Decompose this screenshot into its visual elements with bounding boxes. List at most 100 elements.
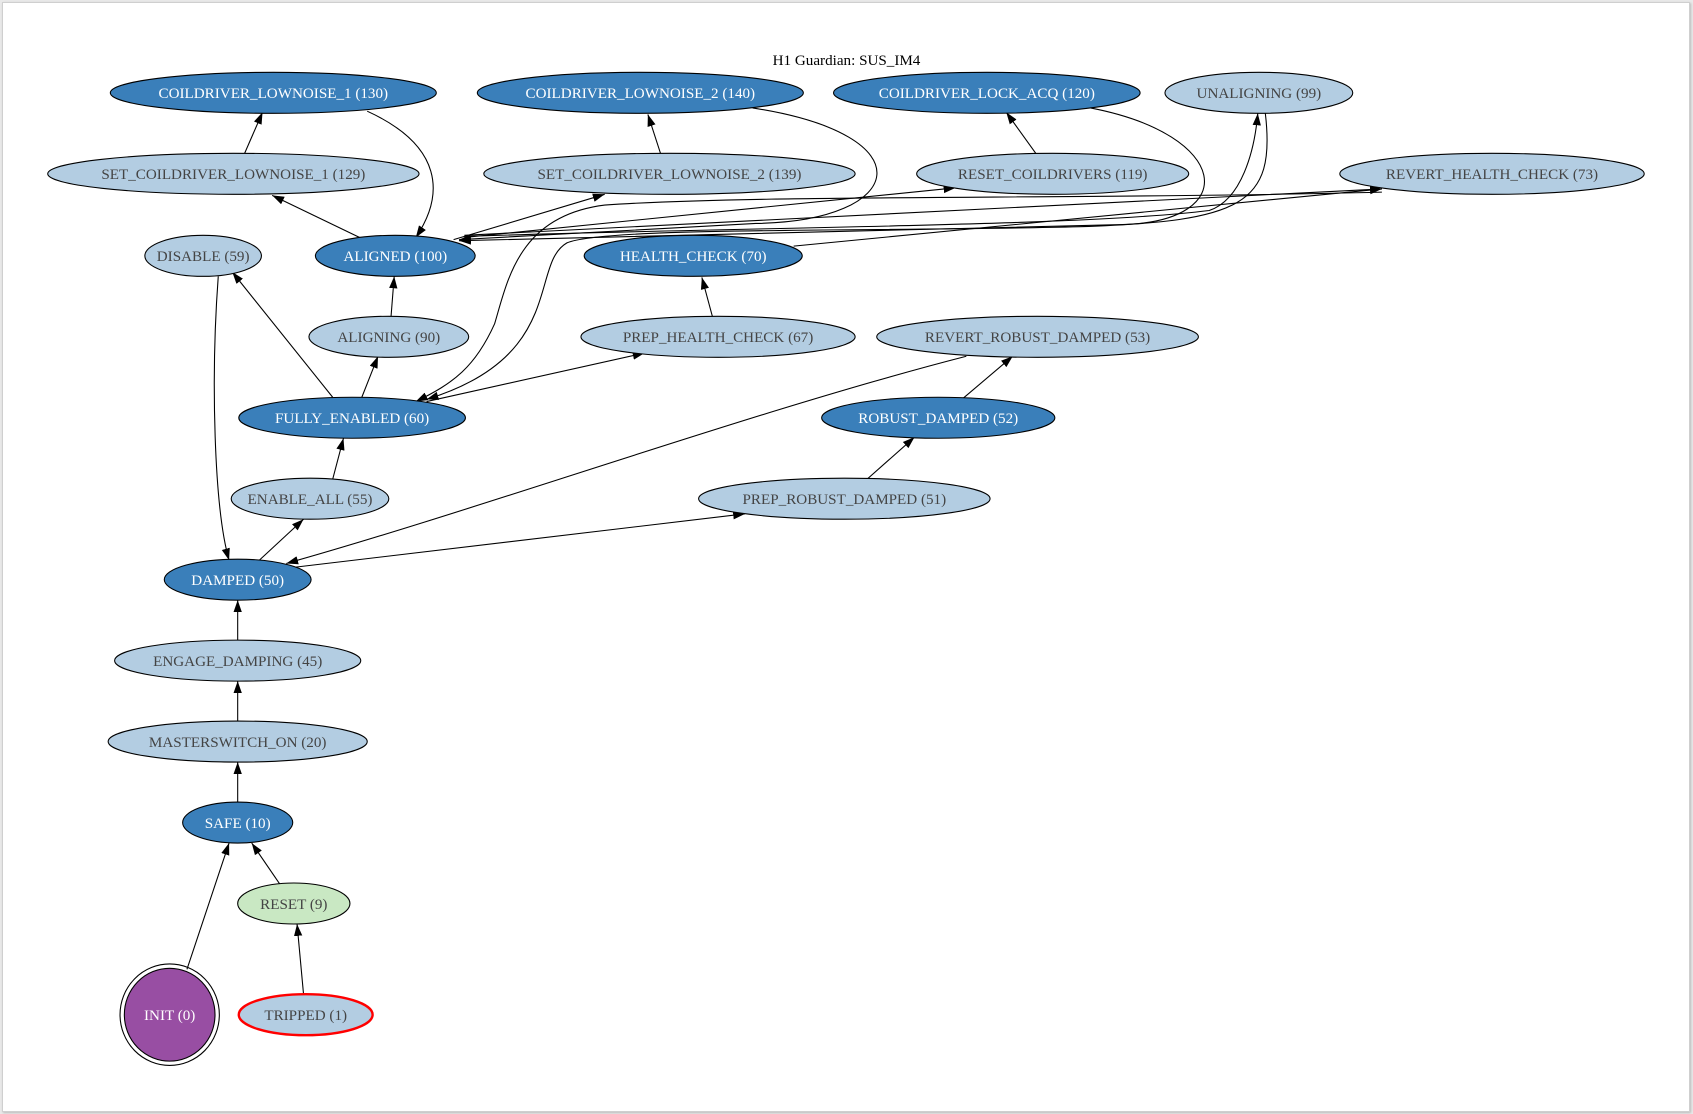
state-node-dis[interactable]: DISABLE (59): [144, 234, 262, 277]
state-ellipse: [476, 71, 804, 114]
edge-rd-to-rrd: [962, 355, 1014, 399]
state-label: HEALTH_CHECK (70): [620, 249, 767, 265]
state-node-rc[interactable]: RESET_COILDRIVERS (119): [916, 152, 1190, 195]
state-ellipse: [876, 315, 1199, 358]
state-node-c1[interactable]: COILDRIVER_LOWNOISE_1 (130): [109, 71, 437, 114]
state-label: ENABLE_ALL (55): [248, 492, 373, 508]
state-ellipse: [182, 801, 294, 844]
edge-fe-to-dis: [231, 271, 334, 398]
state-ellipse: [308, 315, 470, 358]
state-label: DAMPED (50): [191, 573, 284, 589]
state-ellipse: [580, 315, 856, 358]
state-ellipse: [107, 720, 368, 763]
state-node-unal[interactable]: UNALIGNING (99): [1164, 71, 1354, 114]
edge-rc-to-lock: [1005, 111, 1037, 155]
state-label: SET_COILDRIVER_LOWNOISE_1 (129): [101, 167, 365, 183]
state-label: FULLY_ENABLED (60): [275, 411, 429, 427]
state-node-al[interactable]: ALIGNED (100): [314, 234, 476, 277]
state-node-c2[interactable]: COILDRIVER_LOWNOISE_2 (140): [476, 71, 804, 114]
state-label: SET_COILDRIVER_LOWNOISE_2 (139): [537, 167, 801, 183]
state-label: RESET_COILDRIVERS (119): [958, 167, 1148, 183]
state-node-trip[interactable]: TRIPPED (1): [237, 992, 374, 1037]
edge-al-to-s1: [271, 194, 360, 238]
edge-fe-to-phc: [426, 351, 645, 403]
state-ellipse: [123, 967, 216, 1062]
state-node-dmp[interactable]: DAMPED (50): [163, 558, 312, 601]
edge-init-to-safe: [186, 842, 230, 970]
edge-alg-to-al: [389, 276, 398, 318]
state-node-s1[interactable]: SET_COILDRIVER_LOWNOISE_1 (129): [47, 152, 420, 195]
edge-fe-to-alg: [361, 356, 379, 398]
edge-al-to-rhc: [464, 185, 1382, 236]
state-ellipse: [144, 234, 262, 277]
edge-al-to-rc: [464, 184, 956, 239]
state-node-ms[interactable]: MASTERSWITCH_ON (20): [107, 720, 368, 763]
state-ellipse: [230, 477, 390, 520]
edge-prd-to-rd: [866, 436, 915, 480]
state-ellipse: [1339, 152, 1645, 195]
graph-title: H1 Guardian: SUS_IM4: [773, 53, 921, 69]
state-ellipse: [483, 152, 856, 195]
state-node-rd[interactable]: ROBUST_DAMPED (52): [821, 396, 1056, 439]
state-node-ea[interactable]: ENABLE_ALL (55): [230, 477, 390, 520]
state-label: TRIPPED (1): [264, 1008, 347, 1024]
edge-ea-to-fe: [332, 438, 345, 480]
state-node-init[interactable]: INIT (0): [119, 963, 220, 1066]
state-label: PREP_HEALTH_CHECK (67): [623, 330, 813, 346]
state-label: PREP_ROBUST_DAMPED (51): [743, 492, 947, 508]
edge-hc-to-rhc: [793, 185, 1382, 247]
state-label: SAFE (10): [205, 816, 271, 832]
state-node-rrd[interactable]: REVERT_ROBUST_DAMPED (53): [876, 315, 1199, 358]
state-node-fe[interactable]: FULLY_ENABLED (60): [238, 396, 466, 439]
edge-c2-to-al: [458, 107, 878, 244]
state-node-alg[interactable]: ALIGNING (90): [308, 315, 470, 358]
state-node-hc[interactable]: HEALTH_CHECK (70): [583, 234, 803, 277]
state-node-rhc[interactable]: REVERT_HEALTH_CHECK (73): [1339, 152, 1645, 195]
state-ellipse: [314, 234, 476, 277]
edge-rhc-to-fe: [415, 191, 1382, 403]
state-label: DISABLE (59): [157, 249, 250, 265]
state-node-safe[interactable]: SAFE (10): [182, 801, 294, 844]
init-outer-ring: [119, 963, 220, 1066]
edge-al-to-s2: [453, 193, 605, 241]
edge-dmp-to-prd: [280, 511, 746, 570]
edge-s1-to-c1: [243, 112, 264, 155]
state-ellipse: [916, 152, 1190, 195]
state-label: INIT (0): [144, 1008, 195, 1024]
state-label: COILDRIVER_LOCK_ACQ (120): [879, 86, 1095, 102]
state-label: MASTERSWITCH_ON (20): [149, 735, 327, 751]
state-node-s2[interactable]: SET_COILDRIVER_LOWNOISE_2 (139): [483, 152, 856, 195]
edge-phc-to-hc: [700, 277, 714, 318]
state-ellipse: [109, 71, 437, 114]
state-ellipse: [1164, 71, 1354, 114]
edge-rst-to-safe: [251, 842, 281, 885]
state-label: REVERT_HEALTH_CHECK (73): [1386, 167, 1598, 183]
state-ellipse: [47, 152, 420, 195]
state-ellipse: [237, 882, 351, 925]
state-label: ENGAGE_DAMPING (45): [153, 654, 322, 670]
state-node-phc[interactable]: PREP_HEALTH_CHECK (67): [580, 315, 856, 358]
state-ellipse: [114, 639, 362, 682]
state-label: COILDRIVER_LOWNOISE_2 (140): [526, 86, 756, 102]
edge-dis-to-dmp: [213, 276, 230, 561]
state-label: RESET (9): [260, 897, 327, 913]
state-node-ed[interactable]: ENGAGE_DAMPING (45): [114, 639, 362, 682]
state-node-rst[interactable]: RESET (9): [237, 882, 351, 925]
state-node-lock[interactable]: COILDRIVER_LOCK_ACQ (120): [833, 71, 1141, 114]
state-ellipse: [163, 558, 312, 601]
state-label: ALIGNING (90): [337, 330, 440, 346]
edge-s2-to-c2: [647, 114, 662, 155]
state-label: ALIGNED (100): [343, 249, 447, 265]
state-label: UNALIGNING (99): [1197, 86, 1322, 102]
state-ellipse: [698, 477, 991, 520]
state-ellipse: [237, 992, 374, 1037]
state-ellipse: [821, 396, 1056, 439]
state-label: ROBUST_DAMPED (52): [858, 411, 1018, 427]
state-node-prd[interactable]: PREP_ROBUST_DAMPED (51): [698, 477, 991, 520]
edge-c1-to-al: [366, 110, 434, 238]
edge-dmp-to-ea: [258, 518, 304, 561]
state-ellipse: [583, 234, 803, 277]
state-label: COILDRIVER_LOWNOISE_1 (130): [159, 86, 389, 102]
state-ellipse: [833, 71, 1141, 114]
